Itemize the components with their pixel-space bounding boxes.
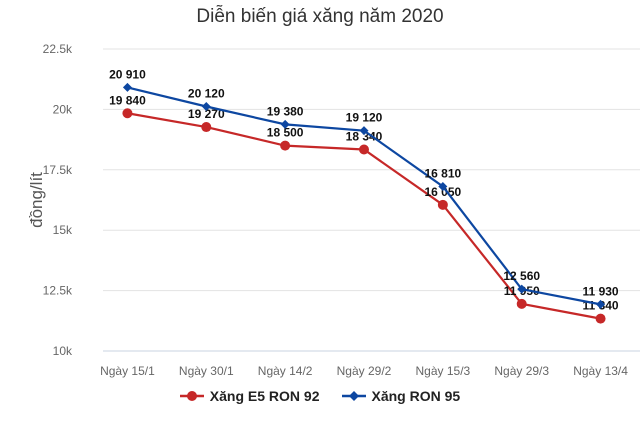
data-label: 19 840: [109, 93, 146, 107]
data-point: [438, 181, 448, 191]
y-axis-label: đồng/lít: [27, 172, 46, 228]
x-tick-label: Ngày 15/1: [100, 364, 155, 378]
x-tick-label: Ngày 14/2: [258, 364, 313, 378]
data-label: 19 270: [188, 107, 225, 121]
data-label: 16 050: [425, 185, 462, 199]
y-tick-label: 10k: [53, 344, 73, 358]
data-label: 11 930: [583, 284, 619, 298]
legend-label: Xăng E5 RON 92: [209, 388, 320, 404]
data-point: [359, 144, 369, 155]
data-label: 20 120: [188, 87, 225, 101]
y-tick-label: 22.5k: [43, 42, 73, 56]
legend: Xăng E5 RON 92 Xăng RON 95: [0, 388, 640, 404]
data-label: 16 810: [425, 166, 462, 180]
data-label: 19 380: [267, 104, 304, 118]
data-point: [280, 140, 291, 151]
diamond-marker-icon: [341, 391, 366, 401]
data-point: [595, 313, 606, 324]
x-tick-label: Ngày 29/2: [337, 364, 392, 378]
x-tick-label: Ngày 30/1: [179, 364, 234, 378]
data-label: 19 120: [346, 111, 383, 125]
y-tick-label: 17.5k: [43, 163, 73, 177]
data-point: [359, 126, 369, 136]
chart-title: Diễn biến giá xăng năm 2020: [196, 6, 444, 27]
data-point: [517, 284, 527, 294]
data-point: [280, 119, 290, 129]
data-label: 12 560: [503, 269, 540, 283]
data-label: 18 340: [346, 130, 383, 144]
data-point: [596, 299, 606, 309]
data-point: [201, 122, 212, 133]
data-point: [437, 199, 448, 210]
x-tick-label: Ngày 29/3: [494, 364, 549, 378]
data-point: [201, 102, 211, 112]
data-label: 20 910: [109, 67, 146, 81]
x-tick-label: Ngày 13/4: [573, 364, 628, 378]
data-point: [516, 298, 527, 309]
x-tick-label: Ngày 15/3: [416, 364, 471, 378]
legend-label: Xăng RON 95: [371, 388, 461, 404]
y-tick-label: 12.5k: [43, 284, 73, 298]
y-tick-label: 15k: [53, 223, 73, 237]
data-point: [122, 82, 132, 92]
legend-item-ron95[interactable]: Xăng RON 95: [341, 388, 461, 404]
data-point: [122, 108, 133, 119]
y-tick-label: 20k: [53, 102, 73, 116]
circle-marker-icon: [179, 391, 204, 401]
legend-item-e5-ron92[interactable]: Xăng E5 RON 92: [179, 388, 320, 404]
data-label: 18 500: [267, 126, 304, 140]
